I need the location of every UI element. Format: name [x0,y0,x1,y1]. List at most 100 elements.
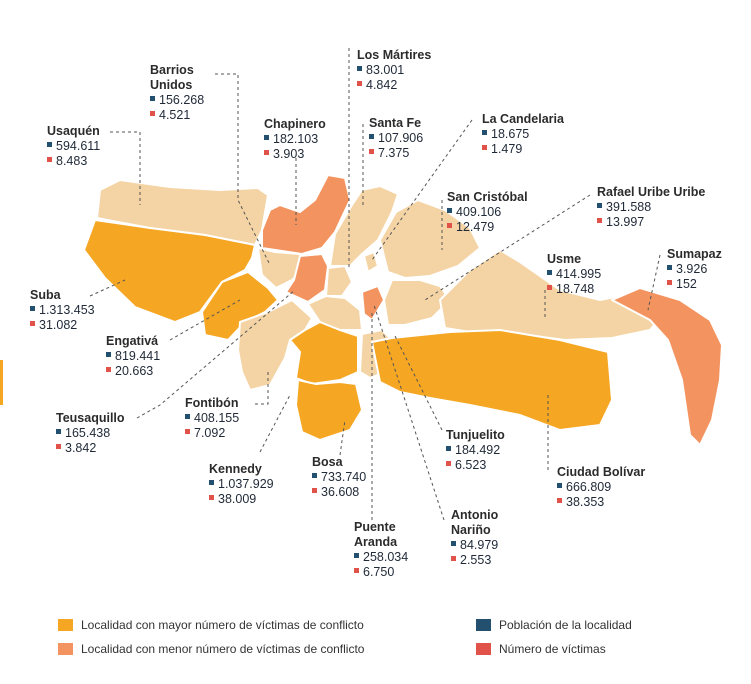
legend-victimas-label: Número de víctimas [499,642,606,656]
victims-square-icon [312,488,317,494]
region-la-candelaria [363,251,379,273]
victimas-value: 152 [676,277,697,291]
localidad-name: Unidos [150,78,193,92]
label-ciudad-bolivar: Ciudad Bolívar 666.809 38.353 [557,465,645,510]
victims-square-icon [264,150,269,156]
poblacion-row: 1.037.929 [209,477,274,492]
victimas-value: 6.523 [455,458,487,472]
victimas-value: 6.750 [363,565,395,579]
poblacion-value: 733.740 [321,470,367,484]
legend-poblacion: Población de la localidad [476,618,632,632]
victimas-row: 3.842 [56,441,125,456]
region-teusaquillo [285,253,329,303]
poblacion-row: 18.675 [482,127,564,142]
victimas-value: 36.608 [321,485,360,499]
legend-victimas-swatch [476,643,491,655]
localidad-name: Suba [30,288,61,302]
population-square-icon [597,203,602,209]
region-engativa [201,271,279,341]
poblacion-row: 1.313.453 [30,303,95,318]
victimas-row: 20.663 [106,364,160,379]
poblacion-row: 165.438 [56,426,125,441]
victimas-value: 7.092 [194,426,226,440]
region-puente-aranda [307,295,363,331]
poblacion-row: 408.155 [185,411,239,426]
victims-square-icon [446,461,451,467]
victimas-row: 13.997 [597,215,705,230]
poblacion-value: 156.268 [159,93,205,107]
population-square-icon [446,446,451,452]
victims-square-icon [369,149,374,155]
poblacion-value: 165.438 [65,426,111,440]
localidad-name: Engativá [106,334,159,348]
victimas-value: 18.748 [556,282,595,296]
population-square-icon [369,134,374,140]
population-square-icon [447,208,452,214]
legend-menor: Localidad con menor número de víctimas d… [58,642,364,656]
population-square-icon [185,414,190,420]
label-usaquen: Usaquén 594.611 8.483 [47,124,100,169]
victimas-row: 31.082 [30,318,95,333]
poblacion-value: 184.492 [455,443,501,457]
poblacion-row: 733.740 [312,470,366,485]
victimas-value: 3.903 [273,147,305,161]
legend-mayor-swatch [58,619,73,631]
leader-line-fontibon [255,370,269,405]
legend-victimas: Número de víctimas [476,642,606,656]
victims-square-icon [185,429,190,435]
victims-square-icon [209,495,214,501]
leader-line-barrios-unidos [215,73,271,266]
population-square-icon [106,352,111,358]
localidad-name: Puente [354,520,396,534]
label-usme: Usme 414.995 18.748 [547,252,601,297]
victimas-row: 38.353 [557,495,645,510]
poblacion-value: 1.037.929 [218,477,274,491]
victimas-value: 2.553 [460,553,492,567]
label-chapinero: Chapinero 182.103 3.903 [264,117,326,162]
localidad-name: Teusaquillo [56,411,125,425]
region-bosa [295,379,363,441]
localidad-name: Usme [547,252,582,266]
label-santa-fe: Santa Fe 107.906 7.375 [369,116,423,161]
poblacion-value: 3.926 [676,262,708,276]
label-tunjuelito: Tunjuelito 184.492 6.523 [446,428,505,473]
legend-mayor: Localidad con mayor número de víctimas d… [58,618,364,632]
poblacion-value: 391.588 [606,200,652,214]
victimas-row: 7.375 [369,146,423,161]
victimas-row: 6.523 [446,458,505,473]
poblacion-row: 391.588 [597,200,705,215]
victims-square-icon [547,285,552,291]
localidad-name: Tunjuelito [446,428,505,442]
poblacion-value: 414.995 [556,267,602,281]
victimas-value: 38.009 [218,492,257,506]
poblacion-row: 156.268 [150,93,204,108]
victimas-row: 7.092 [185,426,239,441]
victims-square-icon [597,218,602,224]
victimas-value: 31.082 [39,318,78,332]
region-sumapaz [611,287,723,446]
victims-square-icon [106,367,111,373]
poblacion-row: 414.995 [547,267,601,282]
victimas-value: 20.663 [115,364,154,378]
leader-line-usaquen [110,131,141,205]
population-square-icon [47,142,52,148]
victimas-value: 38.353 [566,495,605,509]
leader-line-antonio-narino [373,304,445,521]
leader-line-engativa [169,299,241,341]
side-accent-bar [0,360,3,405]
poblacion-row: 409.106 [447,205,528,220]
victimas-row: 12.479 [447,220,528,235]
label-puente-aranda: Puente Aranda 258.034 6.750 [354,520,408,580]
victimas-row: 4.842 [357,78,431,93]
legend-poblacion-label: Población de la localidad [499,618,632,632]
localidad-name: Los Mártires [357,48,432,62]
victimas-row: 2.553 [451,553,498,568]
poblacion-row: 594.611 [47,139,100,154]
victims-square-icon [150,111,155,117]
victims-square-icon [557,498,562,504]
victimas-value: 12.479 [456,220,495,234]
leader-line-kennedy [259,394,291,453]
victimas-value: 8.483 [56,154,88,168]
poblacion-value: 182.103 [273,132,319,146]
poblacion-value: 666.809 [566,480,612,494]
